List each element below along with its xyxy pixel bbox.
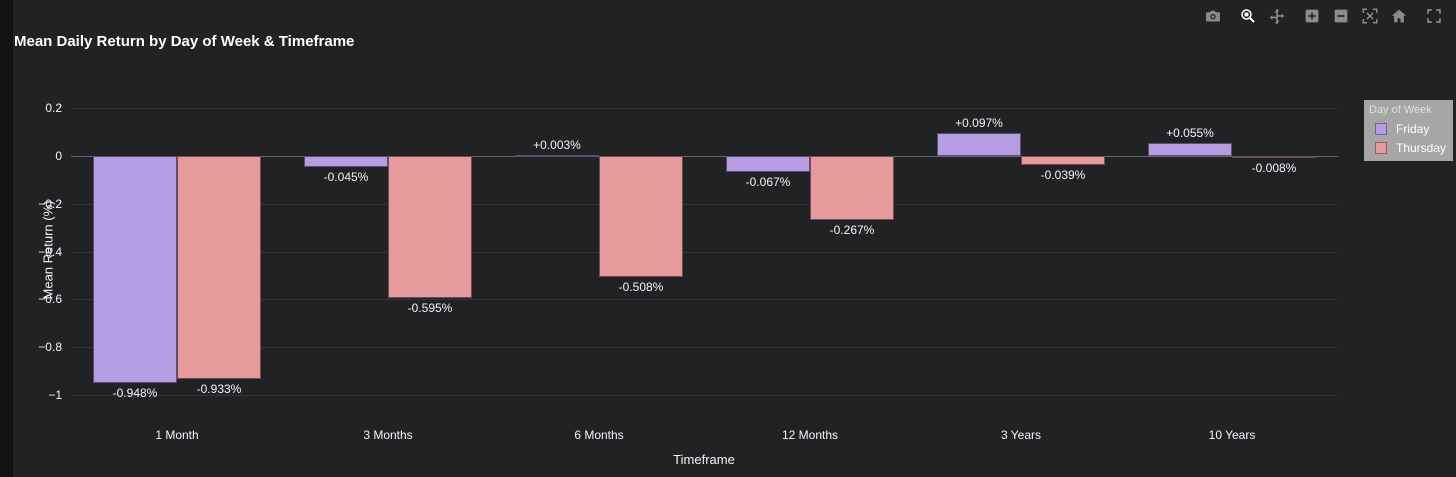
zero-line (71, 156, 1338, 157)
bar-label-friday-3-years: +0.097% (955, 116, 1003, 130)
bar-thursday-3-months (388, 156, 472, 298)
legend-swatch-friday (1375, 122, 1387, 135)
pan-icon[interactable] (1266, 5, 1288, 27)
y-tick-label-4: −0.6 (38, 292, 62, 306)
legend-label-thursday: Thursday (1396, 140, 1447, 155)
bar-thursday-3-years (1021, 156, 1105, 165)
home-icon[interactable] (1388, 5, 1410, 27)
autoscale-icon[interactable] (1359, 5, 1381, 27)
x-tick-label-3-months: 3 Months (363, 428, 413, 442)
modebar-group-fullscreen (1423, 5, 1445, 27)
bar-label-thursday-6-months: -0.508% (618, 280, 664, 294)
zoom-icon[interactable] (1237, 5, 1259, 27)
y-tick-label-1: 0 (55, 149, 62, 163)
bar-label-friday-3-months: -0.045% (323, 170, 369, 184)
modebar-group-dragmode (1237, 5, 1288, 27)
bar-label-thursday-3-months: -0.595% (407, 301, 453, 315)
gridline (71, 252, 1338, 253)
bar-label-friday-10-years: +0.055% (1166, 126, 1214, 140)
bar-label-thursday-12-months: -0.267% (829, 223, 875, 237)
y-tick-label-3: −0.4 (38, 245, 62, 259)
bar-label-thursday-1-month: -0.933% (196, 382, 242, 396)
y-tick-label-0: 0.2 (45, 101, 62, 115)
zoom-in-icon[interactable] (1301, 5, 1323, 27)
bar-label-thursday-10-years: -0.008% (1251, 161, 1297, 175)
gridline (71, 204, 1338, 205)
bar-thursday-12-months (810, 156, 894, 220)
modebar-group-image (1202, 5, 1224, 27)
bar-friday-3-months (304, 156, 388, 167)
bar-thursday-1-month (177, 156, 261, 379)
bar-friday-1-month (93, 156, 177, 383)
y-tick-label-5: −0.8 (38, 340, 62, 354)
legend: Day of Week Friday Thursday (1364, 100, 1453, 161)
bar-label-friday-1-month: -0.948% (112, 386, 158, 400)
modebar-group-zoomlevel (1301, 5, 1410, 27)
bar-friday-3-years (937, 133, 1021, 156)
plot-area[interactable] (71, 90, 1338, 410)
plotly-modebar (1202, 5, 1445, 27)
legend-title: Day of Week (1369, 104, 1432, 116)
x-tick-label-3-years: 3 Years (1000, 428, 1042, 442)
bar-friday-10-years (1148, 143, 1232, 156)
legend-item-friday[interactable]: Friday (1367, 119, 1453, 138)
bar-label-friday-6-months: +0.003% (533, 138, 581, 152)
x-tick-label-1-month: 1 Month (155, 428, 199, 442)
bar-thursday-10-years (1232, 156, 1316, 158)
legend-swatch-thursday (1375, 141, 1387, 154)
bar-label-thursday-3-years: -0.039% (1040, 168, 1086, 182)
legend-items: Friday Thursday (1367, 119, 1453, 157)
x-tick-label-6-months: 6 Months (574, 428, 624, 442)
zoom-out-icon[interactable] (1330, 5, 1352, 27)
chart-title: Mean Daily Return by Day of Week & Timef… (14, 33, 355, 50)
gridline (71, 347, 1338, 348)
x-tick-label-10-years: 10 Years (1208, 428, 1256, 442)
bar-label-friday-12-months: -0.067% (745, 175, 791, 189)
gridline (71, 395, 1338, 396)
fullscreen-icon[interactable] (1423, 5, 1445, 27)
legend-item-thursday[interactable]: Thursday (1367, 138, 1453, 157)
bar-friday-12-months (726, 156, 810, 172)
gridline (71, 299, 1338, 300)
camera-icon[interactable] (1202, 5, 1224, 27)
bar-thursday-6-months (599, 156, 683, 277)
x-tick-label-12-months: 12 Months (781, 428, 839, 442)
x-axis-title: Timeframe (673, 452, 735, 467)
bar-friday-6-months (515, 155, 599, 157)
gridline (71, 108, 1338, 109)
legend-label-friday: Friday (1396, 121, 1430, 136)
y-tick-label-6: −1 (48, 388, 62, 402)
y-tick-label-2: −0.2 (38, 197, 62, 211)
